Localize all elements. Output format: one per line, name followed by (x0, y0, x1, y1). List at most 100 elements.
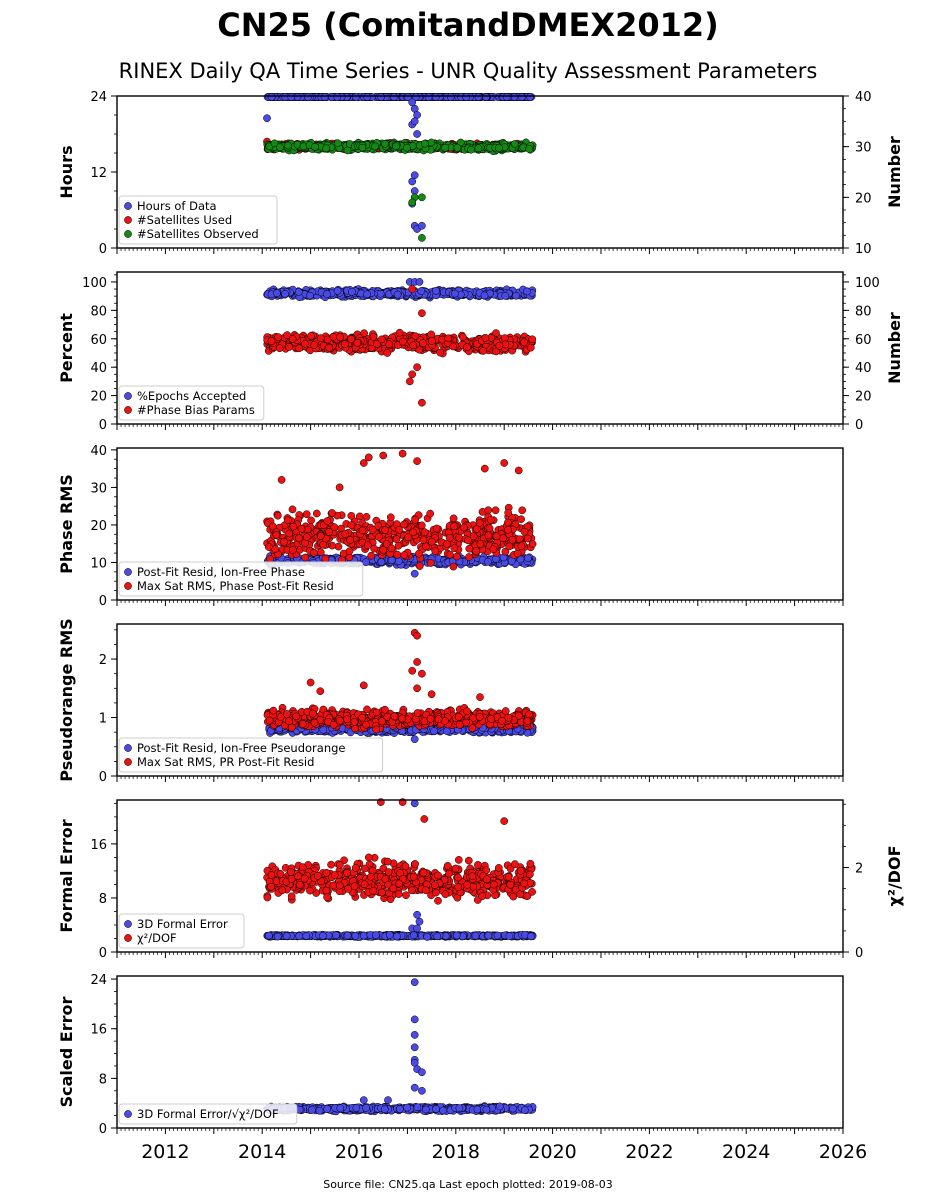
data-point (311, 142, 319, 151)
data-point (275, 344, 284, 353)
data-point (395, 328, 404, 337)
data-point (400, 551, 409, 559)
data-point (453, 143, 462, 152)
legend-marker (124, 216, 132, 224)
data-point (419, 339, 427, 347)
y-tick-label: 0 (99, 242, 107, 257)
data-point (302, 510, 311, 519)
data-point (422, 542, 430, 551)
y-right-tick-label: 40 (855, 361, 872, 376)
data-point (446, 550, 454, 559)
data-point (520, 527, 529, 536)
data-point (413, 457, 421, 465)
data-point (408, 177, 417, 186)
data-point (428, 337, 436, 345)
data-point (408, 198, 417, 207)
data-point (347, 521, 356, 530)
data-point (489, 545, 498, 554)
data-point (504, 508, 513, 517)
data-point (316, 532, 325, 540)
data-point (426, 559, 435, 567)
y-right-tick-label: 100 (855, 276, 880, 291)
data-point (495, 341, 504, 350)
data-point (333, 139, 342, 148)
data-point (417, 521, 426, 530)
y-tick-label: 0 (99, 418, 107, 433)
legend-marker (124, 230, 132, 238)
figure-subtitle: RINEX Daily QA Time Series - UNR Quality… (119, 59, 818, 83)
data-point (467, 145, 475, 154)
data-point (376, 289, 385, 298)
data-point (483, 557, 492, 566)
data-point (472, 547, 481, 555)
figure-title: CN25 (ComitandDMEX2012) (217, 6, 719, 44)
y-tick-label: 40 (90, 444, 107, 459)
data-point (267, 337, 276, 345)
data-point (415, 549, 423, 558)
data-point (465, 544, 474, 553)
data-point (352, 93, 360, 101)
data-point (500, 334, 509, 342)
data-point (485, 524, 494, 533)
data-point (523, 287, 531, 296)
data-point (306, 291, 314, 300)
data-point (424, 93, 433, 101)
y-tick-label: 10 (90, 556, 107, 571)
data-point (393, 550, 402, 559)
data-point (526, 343, 535, 352)
panel-2: 0 20 40 60 80 100 0 20 40 60 80 100 Percent Number %Ep… (57, 271, 904, 433)
legend-label: #Satellites Observed (137, 227, 259, 241)
data-point (444, 334, 453, 343)
data-point (271, 545, 280, 554)
legend-label: Post-Fit Resid, Ion-Free Phase (137, 565, 305, 579)
data-point (480, 464, 489, 473)
data-point (408, 370, 417, 379)
y-right-axis-label: Number (885, 136, 904, 208)
legend-label: %Epochs Accepted (137, 389, 246, 403)
y-tick-label: 80 (90, 304, 107, 319)
data-point (449, 514, 458, 523)
data-point (303, 93, 312, 101)
legend-label: #Satellites Used (137, 213, 232, 227)
legend: %Epochs Accepted#Phase Bias Params (118, 385, 265, 421)
legend-marker (124, 406, 132, 414)
data-point (526, 93, 534, 101)
data-point (273, 289, 281, 298)
data-point (418, 234, 426, 242)
data-point (501, 292, 510, 300)
legend-label: Hours of Data (137, 199, 217, 213)
data-point (484, 531, 493, 540)
data-point (285, 343, 293, 351)
y-tick-label: 60 (90, 333, 107, 348)
data-point (325, 343, 334, 352)
data-point (408, 98, 417, 107)
data-point (410, 569, 419, 578)
data-point (409, 341, 418, 350)
data-point (502, 93, 511, 101)
data-point (413, 130, 421, 138)
data-point (404, 533, 413, 542)
data-point (432, 524, 441, 533)
data-point (465, 553, 473, 561)
data-point (295, 534, 303, 543)
data-point (323, 290, 331, 299)
data-point (277, 476, 286, 484)
legend-marker (124, 202, 132, 210)
data-point (432, 286, 440, 295)
legend-marker (124, 568, 132, 576)
data-point (528, 540, 537, 548)
data-point (348, 287, 356, 296)
scatter-points (263, 628, 537, 744)
data-point (320, 93, 329, 101)
data-point (341, 340, 349, 349)
y-tick-label: 40 (90, 361, 107, 376)
y-tick-label: 12 (90, 166, 107, 181)
data-point (385, 340, 393, 349)
data-point (377, 93, 385, 101)
y-right-tick-label: 0 (855, 418, 863, 433)
legend-marker (124, 582, 132, 590)
data-point (495, 144, 503, 152)
data-point (358, 526, 367, 535)
data-point (443, 540, 451, 548)
data-point (294, 288, 303, 296)
